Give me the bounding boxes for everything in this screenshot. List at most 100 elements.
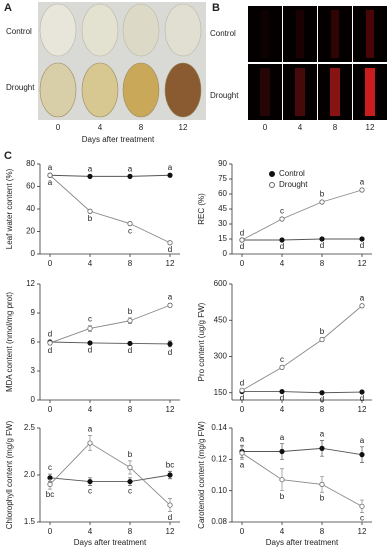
data-point bbox=[87, 340, 93, 346]
significance-letter: c bbox=[280, 355, 284, 364]
significance-letter: d bbox=[128, 346, 132, 355]
data-point bbox=[87, 208, 93, 214]
significance-letter: d bbox=[48, 346, 52, 355]
data-point bbox=[127, 340, 133, 347]
data-point bbox=[127, 221, 133, 227]
y-tick-label: 9 bbox=[31, 308, 36, 317]
data-point bbox=[279, 216, 285, 222]
y-tick-label: 2.5 bbox=[24, 423, 36, 432]
y-tick-label: 80 bbox=[26, 159, 35, 168]
series-line bbox=[241, 452, 363, 507]
x-tick-label: 0 bbox=[48, 259, 53, 268]
data-point bbox=[167, 240, 173, 246]
data-point bbox=[359, 187, 365, 193]
row-label: Control bbox=[210, 29, 236, 38]
data-point bbox=[319, 481, 325, 487]
x-tick-label: 12 bbox=[166, 405, 175, 414]
x-axis-label: Days after treatment bbox=[74, 538, 147, 547]
data-point bbox=[47, 481, 53, 487]
significance-letter: a bbox=[240, 434, 245, 443]
significance-letter: d bbox=[360, 241, 364, 250]
data-point bbox=[239, 450, 245, 456]
x-tick-label: 8 bbox=[128, 259, 133, 268]
significance-letter: d bbox=[280, 242, 284, 251]
data-point bbox=[359, 303, 365, 309]
significance-letter: a bbox=[128, 164, 133, 173]
significance-letter: d bbox=[88, 346, 92, 355]
significance-letter: b bbox=[88, 214, 93, 223]
y-tick-label: 600 bbox=[214, 279, 228, 288]
data-point bbox=[319, 336, 325, 343]
x-tick-label: 8 bbox=[320, 405, 325, 414]
y-axis-label: Leaf water content (%) bbox=[5, 168, 14, 249]
significance-letter: c bbox=[88, 486, 92, 495]
data-point bbox=[87, 173, 93, 179]
fluorescence-image bbox=[248, 64, 282, 120]
data-point bbox=[359, 503, 365, 509]
signal bbox=[261, 10, 269, 58]
y-tick-label: 3 bbox=[31, 366, 36, 375]
day-label: 12 bbox=[366, 123, 375, 132]
y-tick-label: 6 bbox=[31, 337, 36, 346]
x-tick-label: 12 bbox=[166, 527, 175, 536]
data-point bbox=[359, 236, 365, 242]
x-tick-label: 0 bbox=[240, 259, 245, 268]
y-tick-label: 15 bbox=[218, 234, 227, 243]
legend-label: Control bbox=[279, 169, 305, 178]
signal bbox=[331, 10, 339, 58]
y-axis-label: MDA content (nmol/mg prot) bbox=[5, 292, 14, 392]
x-tick-label: 0 bbox=[48, 527, 53, 536]
series-line bbox=[49, 174, 171, 177]
significance-letter: c bbox=[128, 486, 132, 495]
panel-label: A bbox=[4, 2, 12, 14]
x-axis-label: Days after treatment bbox=[266, 538, 339, 547]
series-line bbox=[49, 174, 171, 244]
significance-letter: d bbox=[48, 330, 52, 339]
data-point bbox=[127, 173, 133, 179]
significance-letter: d bbox=[168, 245, 172, 254]
x-axis-label: Days after treatment bbox=[82, 135, 155, 144]
row-label: Control bbox=[6, 27, 32, 36]
signal bbox=[330, 68, 340, 116]
significance-letter: d bbox=[240, 378, 244, 387]
data-point bbox=[279, 477, 285, 483]
y-tick-label: 90 bbox=[218, 159, 227, 168]
significance-letter: a bbox=[48, 163, 53, 172]
series-line bbox=[49, 341, 171, 345]
y-tick-label: 30 bbox=[218, 219, 227, 228]
significance-letter: a bbox=[240, 460, 245, 469]
day-label: 0 bbox=[56, 123, 61, 132]
x-tick-label: 8 bbox=[128, 527, 133, 536]
significance-letter: d bbox=[240, 228, 244, 237]
x-tick-label: 8 bbox=[128, 405, 133, 414]
y-axis-label: Carotenoid content (mg/g FW) bbox=[197, 421, 206, 529]
leaf bbox=[122, 3, 160, 57]
row-label: Drought bbox=[6, 83, 35, 92]
row-label: Drought bbox=[210, 91, 239, 100]
data-point bbox=[47, 340, 53, 346]
leaf bbox=[39, 62, 77, 118]
significance-letter: a bbox=[48, 178, 53, 187]
data-point bbox=[239, 237, 245, 243]
fluorescence-image bbox=[248, 6, 282, 62]
day-label: 4 bbox=[98, 123, 103, 132]
data-point bbox=[239, 387, 245, 393]
series-line bbox=[242, 391, 363, 394]
data-point bbox=[279, 237, 285, 243]
y-axis-label: REC (%) bbox=[197, 193, 206, 225]
x-tick-label: 8 bbox=[320, 527, 325, 536]
legend-label: Drought bbox=[279, 180, 308, 189]
significance-letter: bc bbox=[166, 460, 174, 469]
signal bbox=[366, 10, 374, 58]
data-point bbox=[319, 199, 325, 205]
significance-letter: d bbox=[320, 395, 324, 404]
leaf bbox=[81, 62, 119, 118]
data-point bbox=[359, 452, 365, 458]
significance-letter: d bbox=[168, 513, 172, 522]
x-tick-label: 0 bbox=[240, 405, 245, 414]
signal bbox=[365, 68, 375, 116]
data-point bbox=[127, 464, 133, 471]
y-tick-label: 60 bbox=[218, 189, 227, 198]
significance-letter: a bbox=[168, 292, 173, 301]
